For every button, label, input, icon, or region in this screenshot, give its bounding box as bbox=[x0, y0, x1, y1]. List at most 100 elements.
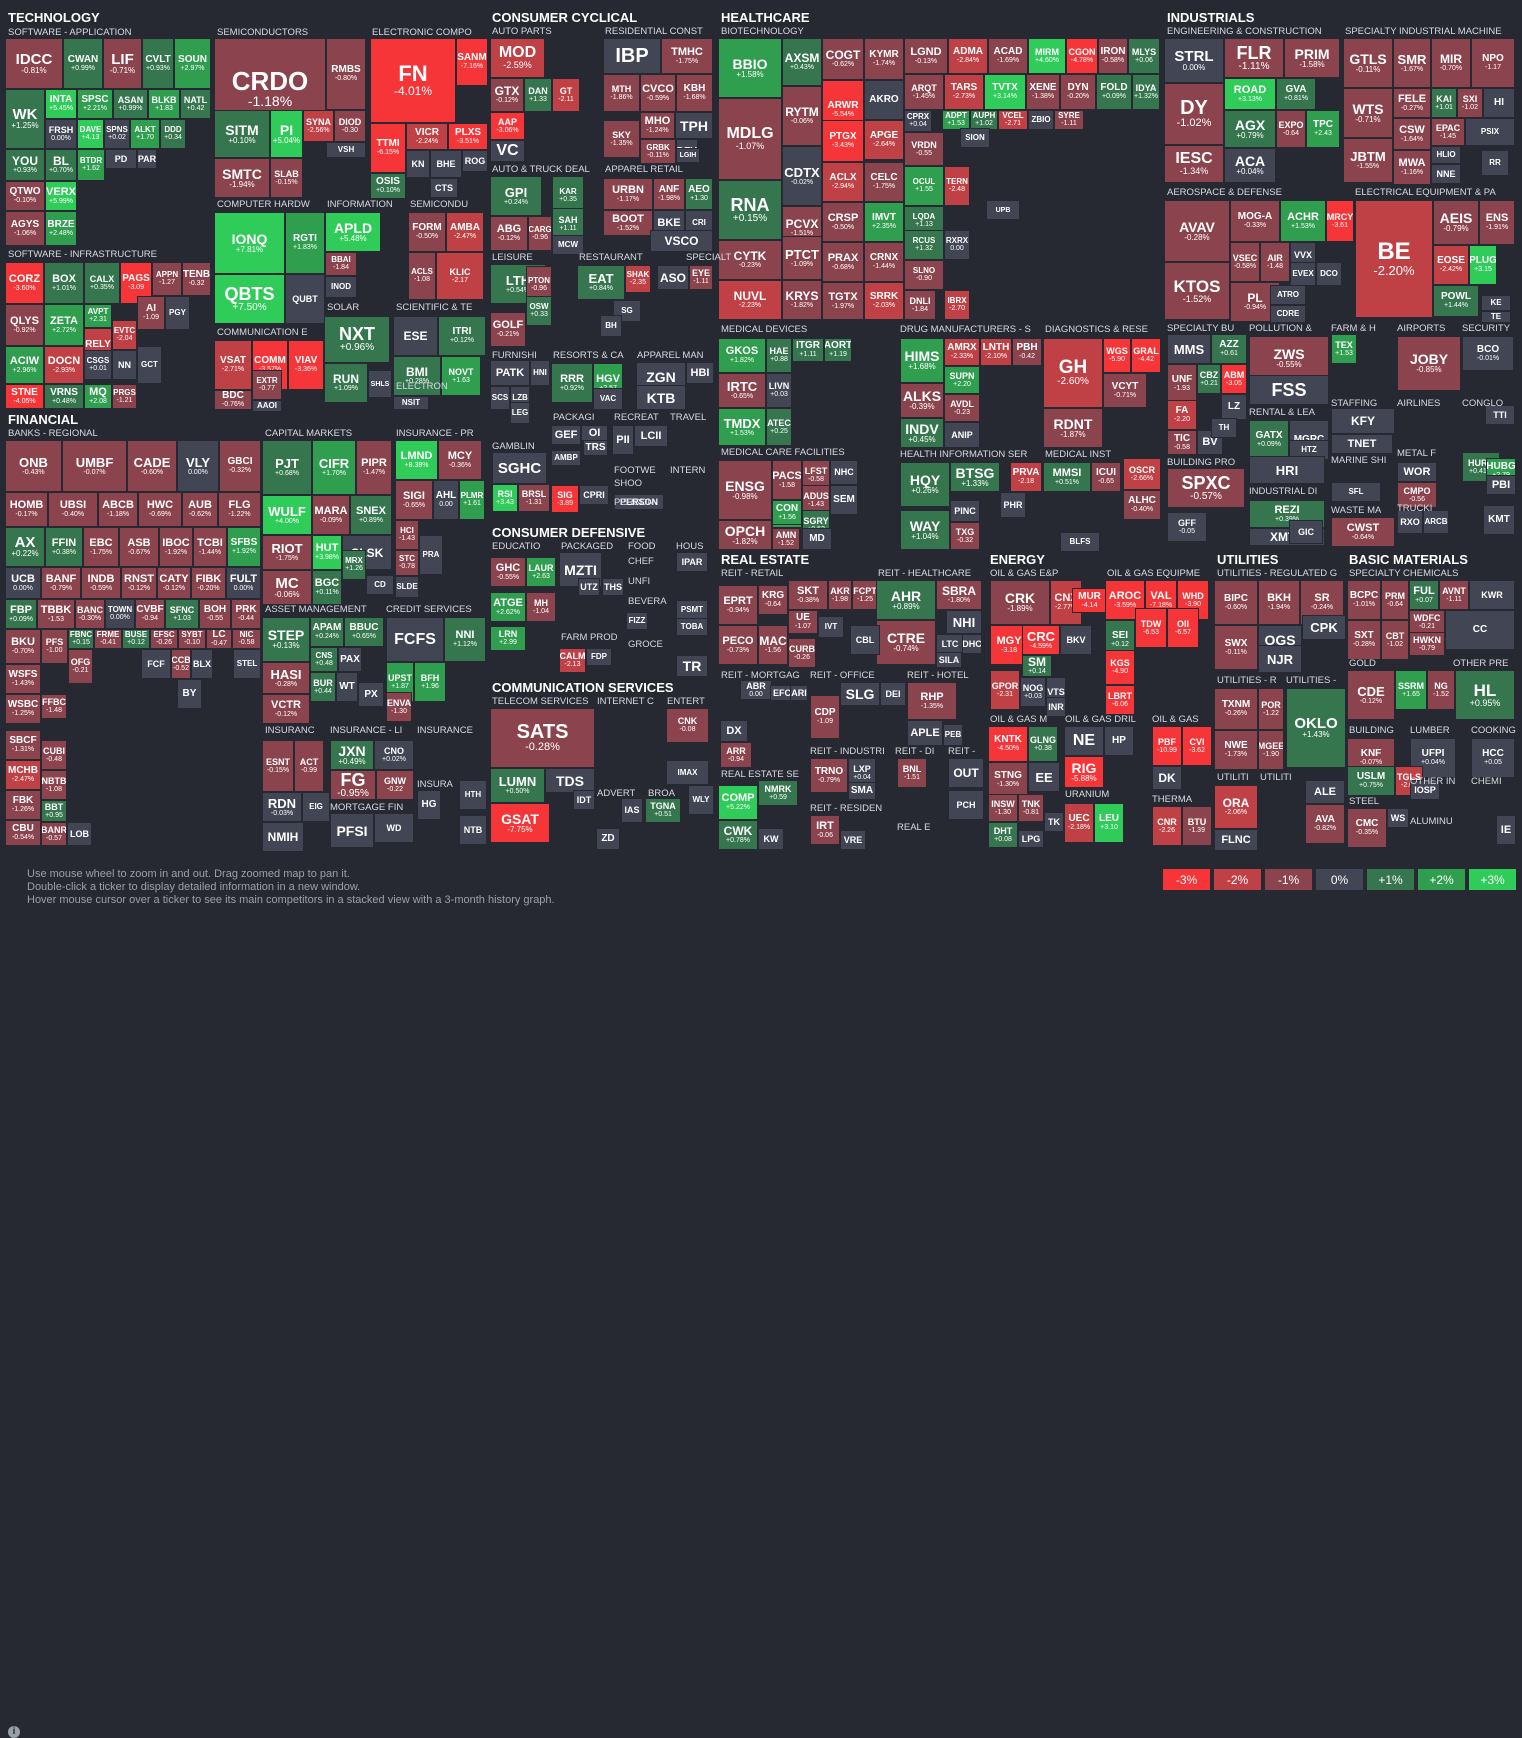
ticker-txnm[interactable]: TXNM -0.26% bbox=[1214, 688, 1258, 730]
industry-health-information-ser[interactable]: HEALTH INFORMATION SER bbox=[900, 449, 1028, 460]
industry-staffing[interactable]: STAFFING bbox=[1331, 398, 1378, 409]
ticker-nwe[interactable]: NWE -1.73% bbox=[1214, 730, 1258, 770]
ticker-pjt[interactable]: PJT +0.68% bbox=[262, 440, 312, 495]
ticker-gsat[interactable]: GSAT -7.75% bbox=[490, 803, 550, 843]
ticker-th[interactable]: TH bbox=[1211, 418, 1237, 438]
ticker-ubsi[interactable]: UBSI -0.40% bbox=[48, 492, 98, 527]
ticker-fcf[interactable]: FCF bbox=[141, 649, 171, 679]
industry-drug-manufacturers-s[interactable]: DRUG MANUFACTURERS - S bbox=[900, 324, 1031, 335]
ticker-mth[interactable]: MTH -1.86% bbox=[603, 74, 640, 112]
industry-aerospace-defense[interactable]: AEROSPACE & DEFENSE bbox=[1167, 187, 1282, 198]
ticker-alkt[interactable]: ALKT +1.70 bbox=[130, 119, 160, 149]
ticker-lcii[interactable]: LCII bbox=[634, 425, 668, 447]
ticker-tbbk[interactable]: TBBK -1.53 bbox=[37, 599, 75, 629]
industry-intern[interactable]: INTERN bbox=[670, 465, 706, 476]
industry-oil-gas-e-p[interactable]: OIL & GAS E&P bbox=[990, 568, 1059, 579]
ticker-ktb[interactable]: KTB bbox=[636, 385, 686, 410]
ticker-fbnc[interactable]: FBNC +0.15 bbox=[68, 629, 94, 649]
ticker-spxc[interactable]: SPXC -0.57% bbox=[1167, 468, 1245, 508]
ticker-ptgx[interactable]: PTGX -3.43% bbox=[822, 120, 864, 162]
ticker-mho[interactable]: MHO -1.24% bbox=[640, 112, 675, 139]
ticker-fibk[interactable]: FIBK -0.20% bbox=[191, 567, 226, 599]
industry-metal-f[interactable]: METAL F bbox=[1397, 448, 1437, 459]
ticker-cnr[interactable]: CNR -2.26 bbox=[1152, 806, 1182, 846]
ticker-bnl[interactable]: BNL -1.51 bbox=[897, 758, 927, 788]
ticker-gral[interactable]: GRAL -4.42 bbox=[1131, 338, 1161, 373]
industry-communication-e[interactable]: COMMUNICATION E bbox=[217, 327, 308, 338]
ticker-krg[interactable]: KRG -0.64 bbox=[758, 585, 788, 615]
ticker-wt[interactable]: WT bbox=[336, 672, 358, 702]
industry-advert[interactable]: ADVERT bbox=[597, 788, 636, 799]
ticker-mara[interactable]: MARA -0.09% bbox=[312, 495, 350, 535]
industry-farm-h[interactable]: FARM & H bbox=[1331, 323, 1376, 334]
ticker-by[interactable]: BY bbox=[177, 679, 202, 709]
ticker-slg[interactable]: SLG bbox=[840, 682, 880, 706]
ticker-wsfs[interactable]: WSFS -1.43% bbox=[5, 664, 41, 694]
ticker-hg[interactable]: HG bbox=[417, 790, 441, 820]
ticker-pii[interactable]: PII bbox=[612, 425, 634, 455]
industry-therma[interactable]: THERMA bbox=[1152, 794, 1193, 805]
legend-minus-2[interactable]: -2% bbox=[1213, 868, 1262, 891]
ticker-cdtx[interactable]: CDTX -0.02% bbox=[782, 146, 822, 206]
ticker-jbtm[interactable]: JBTM -1.55% bbox=[1343, 138, 1393, 183]
industry-recreat[interactable]: RECREAT bbox=[614, 412, 659, 423]
ticker-cbl[interactable]: CBL bbox=[850, 625, 880, 655]
ticker-unf[interactable]: UNF -1.93 bbox=[1167, 364, 1197, 404]
ticker-cts[interactable]: CTS bbox=[430, 178, 458, 198]
industry-internet-c[interactable]: INTERNET C bbox=[597, 696, 654, 707]
ticker-run[interactable]: RUN +1.09% bbox=[324, 363, 368, 403]
ticker-abm[interactable]: ABM -3.05 bbox=[1221, 364, 1247, 394]
industry-medical-inst[interactable]: MEDICAL INST bbox=[1045, 449, 1112, 460]
ticker-tars[interactable]: TARS -2.73% bbox=[944, 74, 984, 110]
ticker-person[interactable]: PERSON bbox=[614, 494, 664, 510]
ticker-bhe[interactable]: BHE bbox=[430, 150, 462, 178]
ticker-efsc[interactable]: EFSC -0.26 bbox=[150, 629, 178, 649]
ticker-bkv[interactable]: BKV bbox=[1060, 625, 1092, 655]
ticker-pch[interactable]: PCH bbox=[948, 790, 984, 820]
ticker-pfsi[interactable]: PFSI bbox=[330, 813, 374, 848]
ticker-lumn[interactable]: LUMN +0.50% bbox=[490, 768, 545, 803]
industry-other-pre[interactable]: OTHER PRE bbox=[1453, 658, 1509, 669]
ticker-btdr[interactable]: BTDR +1.62 bbox=[77, 149, 105, 181]
ticker-act[interactable]: ACT -0.99 bbox=[294, 740, 324, 792]
ticker-mh[interactable]: MH -1.04 bbox=[526, 592, 556, 622]
ticker-smtc[interactable]: SMTC -1.94% bbox=[214, 158, 270, 198]
ticker-vcyt[interactable]: VCYT -0.71% bbox=[1103, 373, 1147, 408]
legend-plus-3[interactable]: +3% bbox=[1468, 868, 1517, 891]
ticker-powl[interactable]: POWL +1.44% bbox=[1433, 285, 1479, 317]
ticker-flg[interactable]: FLG -1.22% bbox=[218, 492, 261, 527]
ticker-sghc[interactable]: SGHC bbox=[492, 452, 547, 484]
ticker-cmpo[interactable]: CMPO -0.56 bbox=[1397, 482, 1437, 508]
ticker-fss[interactable]: FSS bbox=[1249, 375, 1329, 405]
ticker-appn[interactable]: APPN -1.27 bbox=[152, 262, 182, 296]
ticker-aso[interactable]: ASO bbox=[657, 265, 689, 290]
ticker-pi[interactable]: PI +5.04% bbox=[270, 110, 303, 158]
ticker-slab[interactable]: SLAB -0.15% bbox=[270, 158, 303, 198]
ticker-cdp[interactable]: CDP -1.09 bbox=[810, 695, 840, 739]
legend-plus-2[interactable]: +2% bbox=[1417, 868, 1466, 891]
industry-oil-gas-equipme[interactable]: OIL & GAS EQUIPME bbox=[1107, 568, 1201, 579]
ticker-kfy[interactable]: KFY bbox=[1331, 408, 1395, 434]
industry-entert[interactable]: ENTERT bbox=[667, 696, 705, 707]
ticker-dht[interactable]: DHT +0.08 bbox=[988, 822, 1018, 848]
ticker-riot[interactable]: RIOT -1.75% bbox=[262, 535, 312, 570]
ticker-gff[interactable]: GFF -0.05 bbox=[1167, 512, 1207, 542]
ticker-amba[interactable]: AMBA -2.47% bbox=[446, 212, 484, 252]
industry-airports[interactable]: AIRPORTS bbox=[1397, 323, 1446, 334]
ticker-vsec[interactable]: VSEC -0.58% bbox=[1230, 242, 1260, 282]
ticker-fbp[interactable]: FBP +0.09% bbox=[5, 599, 37, 629]
ticker-wsbc[interactable]: WSBC -1.25% bbox=[5, 694, 41, 724]
ticker-syre[interactable]: SYRE -1.11 bbox=[1054, 110, 1084, 130]
ticker-azz[interactable]: AZZ +0.61 bbox=[1211, 334, 1247, 364]
industry-resorts-ca[interactable]: RESORTS & CA bbox=[553, 350, 624, 361]
sector-hc[interactable]: HEALTHCARE bbox=[721, 11, 810, 25]
ticker-txg[interactable]: TXG -0.32 bbox=[950, 522, 980, 550]
ticker-extr[interactable]: EXTR -0.77 bbox=[252, 370, 282, 400]
industry-auto-parts[interactable]: AUTO PARTS bbox=[492, 26, 552, 37]
ticker-form[interactable]: FORM -0.50% bbox=[408, 212, 446, 252]
ticker-laur[interactable]: LAUR +2.63 bbox=[526, 557, 556, 587]
ticker-ucb[interactable]: UCB 0.00% bbox=[5, 567, 41, 599]
industry-insurance-pr[interactable]: INSURANCE - PR bbox=[396, 428, 474, 439]
ticker-dk[interactable]: DK bbox=[1152, 766, 1182, 790]
ticker-aaoi[interactable]: AAOI bbox=[252, 400, 282, 412]
